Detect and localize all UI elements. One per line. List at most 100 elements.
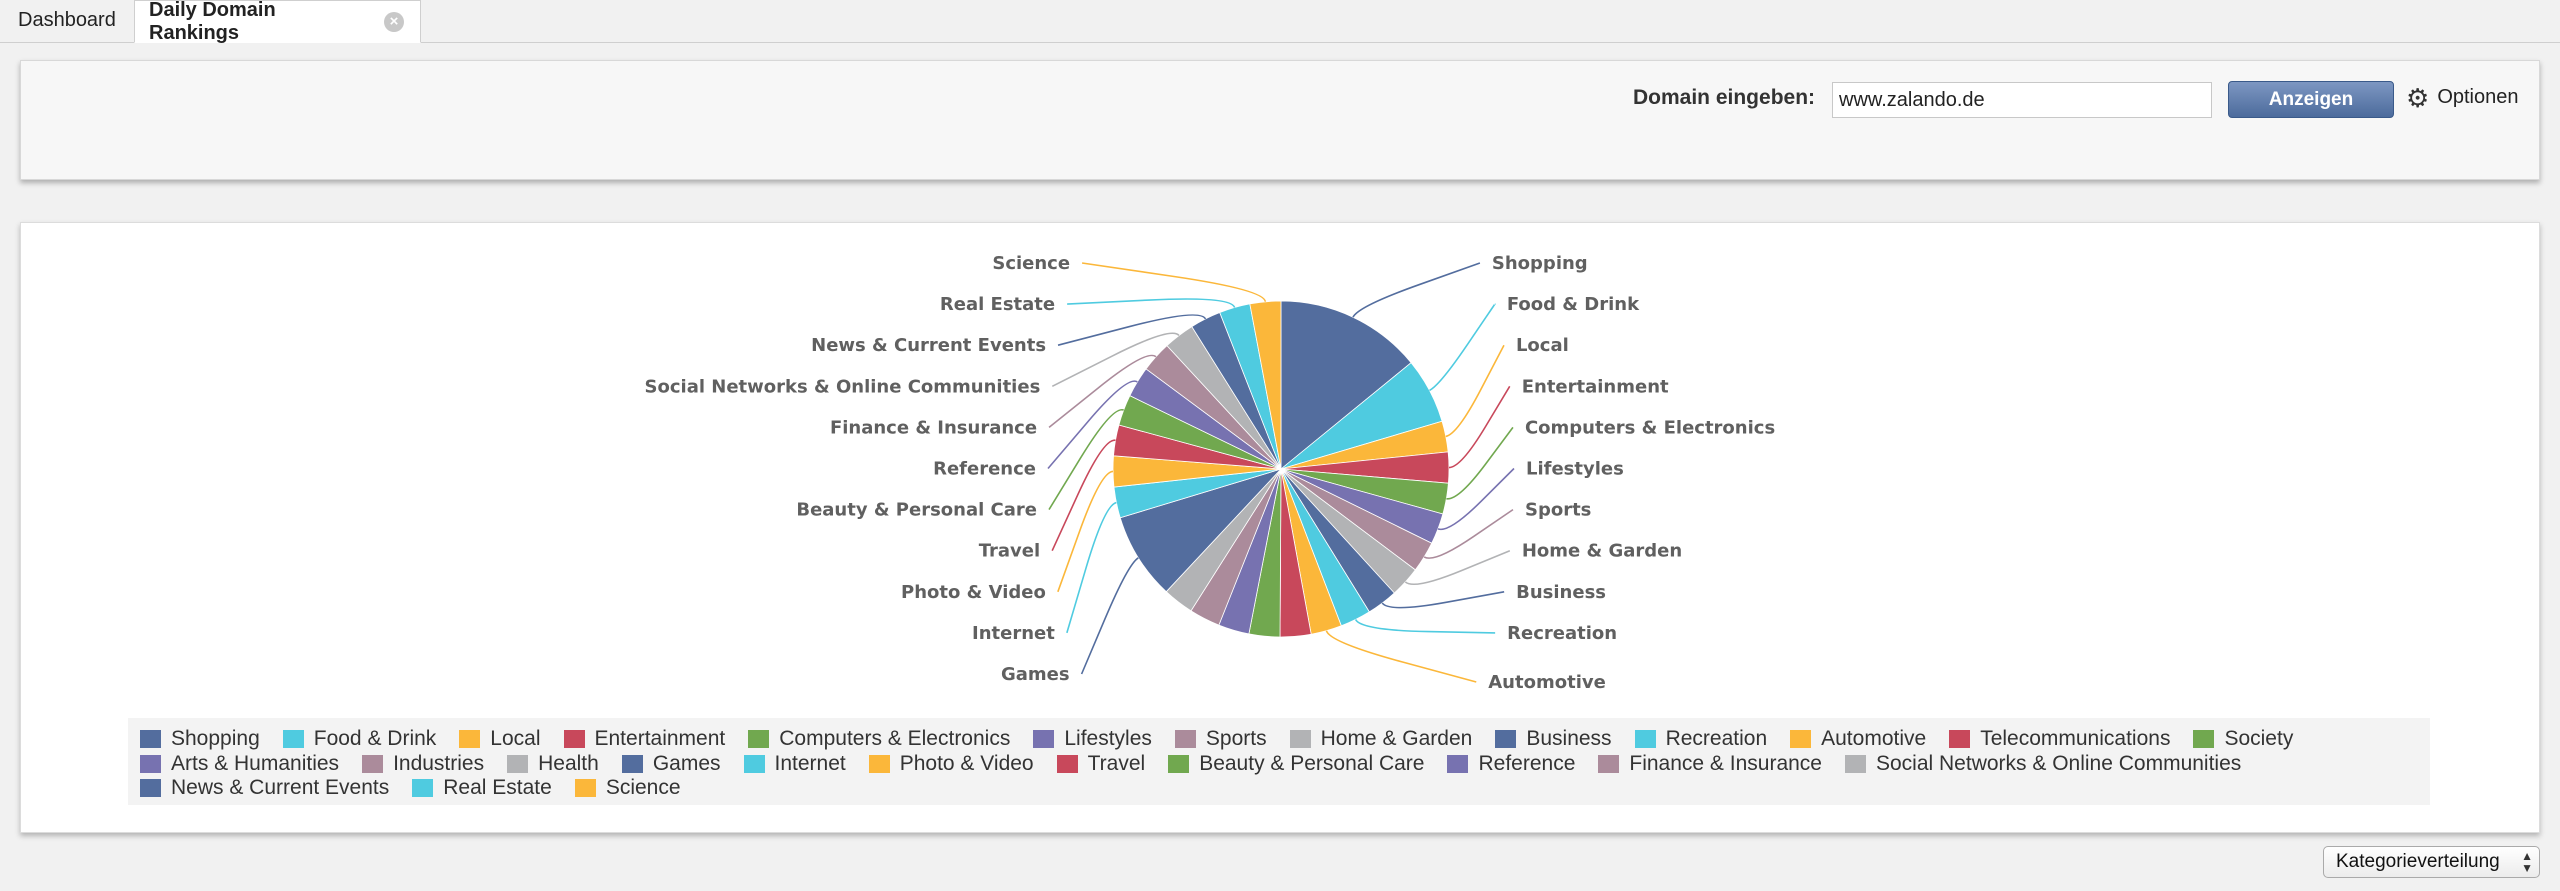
legend-swatch — [574, 779, 596, 798]
legend-item-internet[interactable]: Internet — [743, 751, 846, 777]
view-select[interactable]: Kategorieverteilung ▲ ▼ — [2323, 846, 2540, 878]
legend-item-real-estate[interactable]: Real Estate — [412, 776, 552, 801]
options-button[interactable]: ⚙ Optionen — [2406, 85, 2519, 111]
legend-item-local[interactable]: Local — [459, 727, 541, 752]
legend-swatch — [743, 754, 765, 773]
legend-item-automotive[interactable]: Automotive — [1790, 727, 1926, 752]
legend-label: Society — [2224, 727, 2294, 751]
label-connector-real-estate — [1067, 298, 1236, 308]
tab-bar: Dashboard Daily Domain Rankings × — [0, 0, 2560, 44]
legend-swatch — [1174, 730, 1196, 749]
slice-label-local: Local — [1516, 335, 1569, 356]
slice-label-entertainment: Entertainment — [1522, 376, 1669, 397]
domain-input[interactable] — [1832, 82, 2212, 118]
label-connector-business — [1381, 591, 1505, 609]
select-arrows-icon: ▲ ▼ — [2521, 849, 2533, 875]
legend-label: Travel — [1087, 751, 1146, 775]
view-select-value: Kategorieverteilung — [2336, 851, 2500, 872]
slice-label-beauty-and-personal-care: Beauty & Personal Care — [796, 500, 1037, 521]
legend-swatch — [563, 730, 585, 749]
legend-item-lifestyles[interactable]: Lifestyles — [1033, 727, 1152, 752]
label-connector-photo-and-video — [1057, 470, 1114, 593]
slice-label-news-and-current-events: News & Current Events — [811, 335, 1046, 356]
legend-item-business[interactable]: Business — [1495, 727, 1612, 752]
legend-swatch — [140, 779, 161, 798]
slice-label-internet: Internet — [972, 623, 1055, 644]
label-connector-news-and-current-events — [1057, 314, 1207, 346]
legend-swatch — [412, 779, 434, 798]
label-connector-food-and-drink — [1429, 303, 1496, 392]
tab-daily-domain-rankings[interactable]: Daily Domain Rankings × — [134, 0, 421, 44]
legend-swatch — [282, 730, 304, 749]
legend-swatch — [1844, 754, 1866, 773]
legend-item-arts-and-humanities[interactable]: Arts & Humanities — [140, 752, 339, 777]
legend-item-beauty-and-personal-care[interactable]: Beauty & Personal Care — [1168, 752, 1424, 777]
pie-chart: Shopping Food & Drink Local Entertainment Co… — [645, 253, 1776, 693]
legend-label: Internet — [774, 751, 846, 775]
legend-item-telecommunications[interactable]: Telecommunications — [1949, 727, 2170, 752]
close-icon[interactable]: × — [384, 11, 404, 32]
legend-label: Local — [490, 727, 541, 751]
legend-swatch — [140, 730, 161, 749]
legend-label: Real Estate — [443, 776, 552, 800]
legend-item-reference[interactable]: Reference — [1447, 752, 1575, 777]
legend-item-entertainment[interactable]: Entertainment — [563, 727, 725, 752]
label-connector-social-networks-and-online-communities — [1051, 332, 1180, 388]
label-connector-lifestyles — [1437, 467, 1515, 531]
legend-item-food-and-drink[interactable]: Food & Drink — [282, 727, 436, 752]
slice-label-real-estate: Real Estate — [940, 294, 1055, 315]
legend-item-shopping[interactable]: Shopping — [140, 727, 260, 752]
legend-label: Telecommunications — [1980, 727, 2171, 751]
legend-label: Business — [1526, 727, 1612, 751]
label-connector-local — [1445, 344, 1505, 438]
legend-item-sports[interactable]: Sports — [1174, 727, 1267, 752]
tab-label: Daily Domain Rankings — [149, 0, 276, 44]
legend-item-industries[interactable]: Industries — [362, 752, 484, 777]
show-button[interactable]: Anzeigen — [2228, 81, 2394, 118]
legend-label: Recreation — [1665, 727, 1768, 751]
legend-item-society[interactable]: Society — [2193, 727, 2293, 752]
chart-legend: Shopping Food & Drink Local Entertainment Co… — [128, 718, 2430, 805]
legend-item-photo-and-video[interactable]: Photo & Video — [868, 752, 1034, 777]
label-connector-sports — [1423, 508, 1514, 559]
pie-slice-games[interactable] — [1119, 468, 1283, 593]
tab-dashboard[interactable]: Dashboard — [18, 9, 116, 31]
legend-swatch — [140, 754, 161, 773]
legend-item-health[interactable]: Health — [507, 752, 599, 777]
legend-swatch — [1634, 730, 1656, 749]
label-connector-automotive — [1325, 630, 1477, 683]
slice-label-business: Business — [1516, 582, 1606, 603]
label-connector-computers-and-electronics — [1446, 426, 1514, 500]
slice-label-reference: Reference — [933, 459, 1036, 480]
legend-swatch — [507, 754, 529, 773]
legend-swatch — [2193, 730, 2215, 749]
slice-label-lifestyles: Lifestyles — [1526, 459, 1624, 480]
slice-label-social-networks-and-online-communities: Social Networks & Online Communities — [645, 376, 1041, 397]
pie-slice-science[interactable] — [1249, 300, 1282, 470]
legend-label: Beauty & Personal Care — [1199, 751, 1425, 775]
legend-swatch — [1447, 754, 1469, 773]
legend-swatch — [1790, 730, 1812, 749]
legend-label: Science — [605, 776, 681, 800]
legend-item-social-networks-and-online-communities[interactable]: Social Networks & Online Communities — [1844, 752, 2241, 777]
legend-label: Automotive — [1821, 727, 1927, 751]
legend-label: Home & Garden — [1320, 727, 1473, 751]
legend-item-home-and-garden[interactable]: Home & Garden — [1289, 727, 1473, 752]
legend-label: Arts & Humanities — [171, 751, 340, 775]
options-label: Optionen — [2437, 86, 2519, 108]
legend-swatch — [1033, 730, 1055, 749]
legend-item-science[interactable]: Science — [574, 776, 681, 801]
legend-label: Reference — [1478, 751, 1576, 775]
legend-swatch — [748, 730, 770, 749]
label-connector-entertainment — [1448, 385, 1511, 469]
slice-label-shopping: Shopping — [1492, 253, 1588, 274]
label-connector-shopping — [1352, 262, 1481, 318]
legend-item-news-and-current-events[interactable]: News & Current Events — [140, 776, 389, 801]
legend-item-computers-and-electronics[interactable]: Computers & Electronics — [748, 727, 1010, 752]
legend-item-finance-and-insurance[interactable]: Finance & Insurance — [1598, 752, 1822, 777]
legend-label: Industries — [393, 751, 485, 775]
legend-item-games[interactable]: Games — [621, 752, 721, 777]
slice-label-food-and-drink: Food & Drink — [1507, 294, 1640, 315]
legend-item-travel[interactable]: Travel — [1056, 751, 1146, 777]
legend-item-recreation[interactable]: Recreation — [1634, 727, 1768, 752]
